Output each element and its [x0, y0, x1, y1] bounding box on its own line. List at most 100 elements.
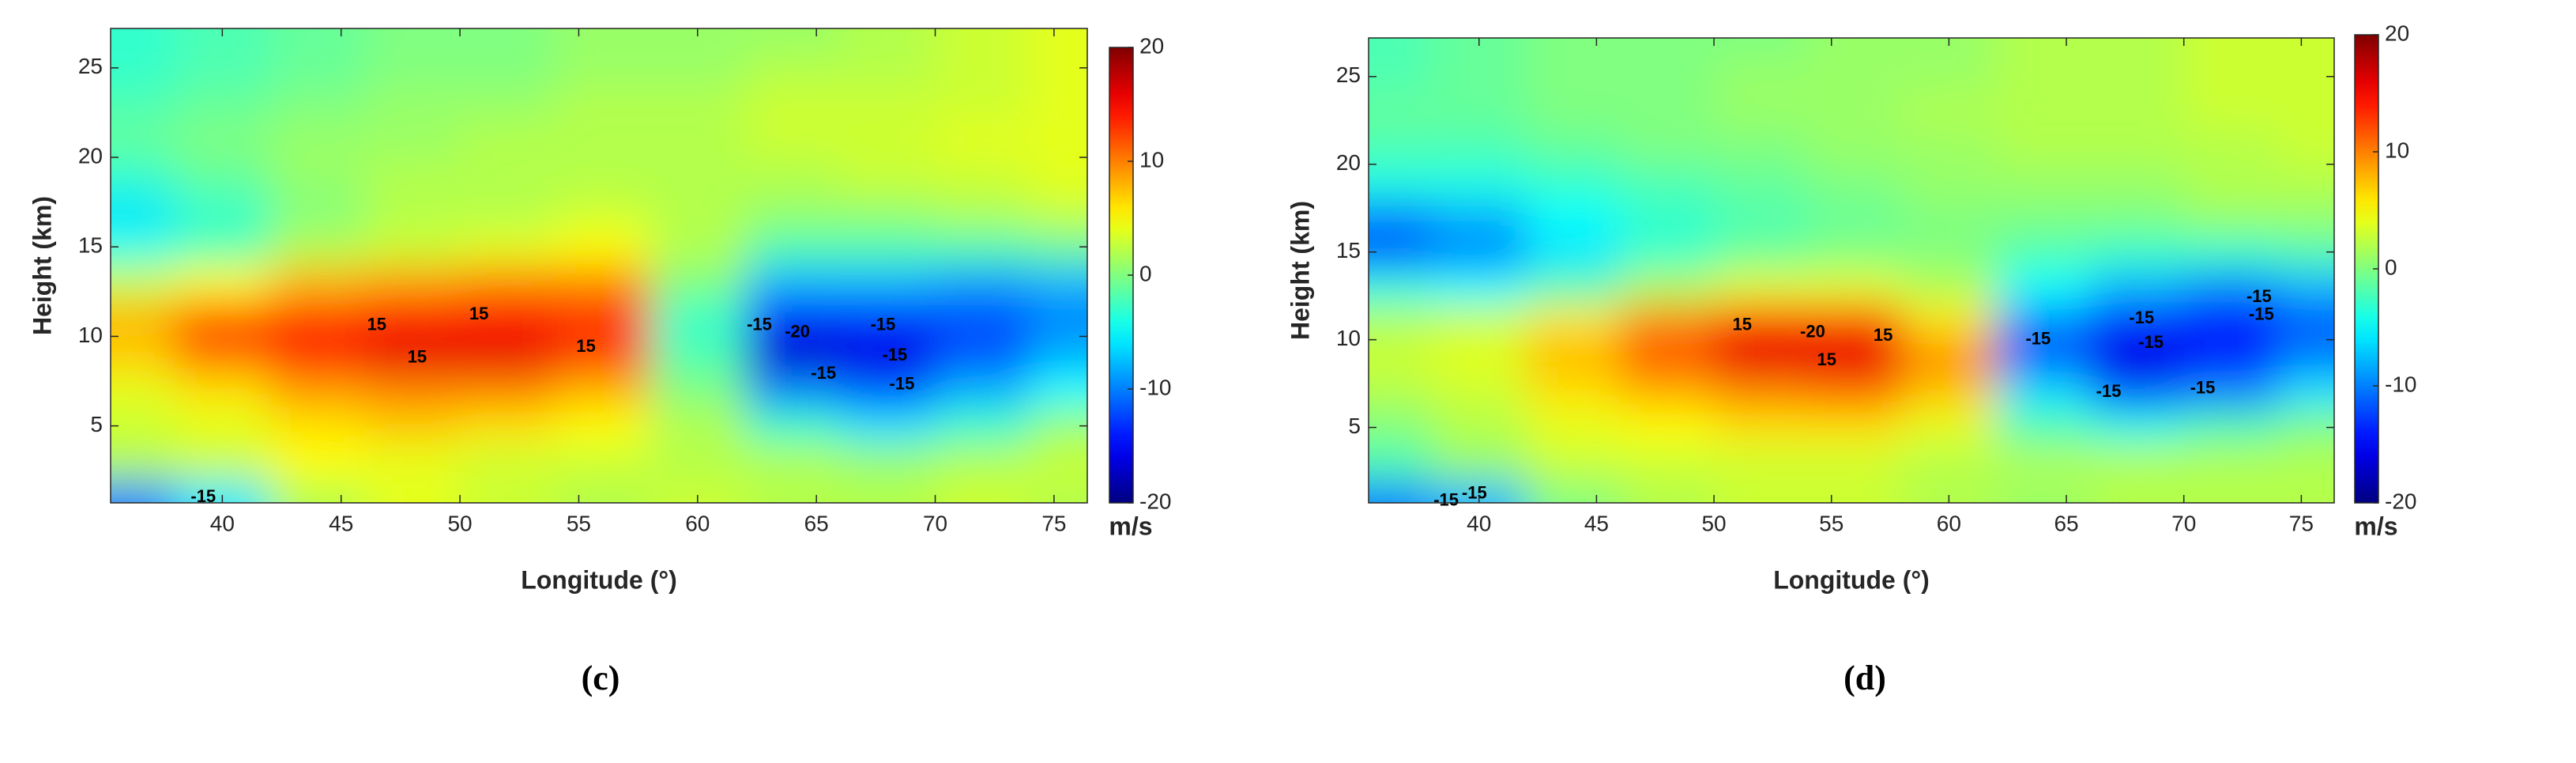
heatmap-cell — [1620, 59, 1715, 96]
contour-label: -15 — [2129, 308, 2154, 327]
heatmap-cell — [2089, 164, 2185, 201]
heatmap-cell — [2183, 234, 2279, 270]
heatmap-cell — [1526, 304, 1621, 341]
colorbar-tick-label: 10 — [1139, 147, 1164, 172]
contour-label: -15 — [2190, 378, 2216, 398]
heatmap-cell — [2183, 129, 2279, 165]
heatmap-cell — [555, 50, 651, 87]
heatmap-cell — [840, 229, 936, 266]
heatmap-cell — [1901, 444, 1997, 482]
heatmap-cell — [269, 121, 366, 159]
heatmap-cell — [1432, 339, 1527, 376]
y-tick-label: 5 — [90, 412, 103, 436]
heatmap-cell — [1526, 94, 1621, 130]
heatmap-cell — [269, 444, 366, 481]
heatmap-cell — [1432, 444, 1527, 482]
heatmap-cell — [840, 300, 936, 338]
heatmap-cell — [1807, 410, 1903, 446]
heatmap-cell — [650, 300, 746, 338]
heatmap-cell — [1714, 164, 1809, 201]
heatmap-cell — [1369, 59, 1433, 96]
contour-label: -15 — [2249, 304, 2274, 323]
heatmap-cell — [2183, 304, 2279, 341]
heatmap-cell — [460, 85, 556, 123]
heatmap-cell — [1807, 269, 1903, 306]
contour-label: 15 — [576, 336, 595, 356]
heatmap-cell — [269, 408, 366, 445]
plot-frame — [1368, 37, 2335, 504]
heatmap-cell — [840, 121, 936, 159]
heatmap-cell — [840, 372, 936, 409]
heatmap-cell — [1030, 479, 1087, 503]
heatmap-cell — [555, 121, 651, 159]
x-tick-label: 75 — [1041, 511, 1066, 535]
heatmap-cell — [935, 85, 1031, 123]
x-tick-label: 65 — [804, 511, 829, 535]
heatmap-cell — [1432, 199, 1527, 236]
heatmap-cell — [935, 193, 1031, 230]
heatmap-cell — [840, 50, 936, 87]
heatmap-cell — [2089, 129, 2185, 165]
plot-area — [1369, 38, 2334, 503]
colorbar-tick-label: 20 — [1139, 33, 1164, 58]
colorbar-tick-label: 0 — [1139, 261, 1152, 285]
heatmap-cell — [1807, 38, 1903, 60]
x-tick-label: 45 — [329, 511, 353, 535]
heatmap-cell — [1620, 444, 1715, 482]
heatmap-cell — [2183, 38, 2279, 60]
heatmap-cell — [364, 157, 461, 195]
heatmap-cell — [460, 336, 556, 373]
heatmap-cell — [1714, 129, 1809, 165]
heatmap-cell — [1526, 375, 1621, 411]
heatmap-cell — [555, 336, 651, 373]
heatmap-cell — [1369, 164, 1433, 201]
heatmap-cell — [2277, 59, 2334, 96]
colorbar-tick-label: 0 — [2385, 255, 2397, 279]
contour-label: -15 — [870, 315, 895, 334]
x-tick-label: 70 — [2171, 511, 2196, 535]
heatmap-cell — [1369, 410, 1433, 446]
heatmap-cell — [1807, 164, 1903, 201]
heatmap-cell — [1620, 375, 1715, 411]
x-tick-label: 55 — [567, 511, 591, 535]
y-tick-label: 10 — [78, 323, 103, 347]
heatmap-cell — [555, 193, 651, 230]
heatmap-cell — [2183, 164, 2279, 201]
heatmap-cell — [1369, 38, 1433, 60]
contour-label: 15 — [469, 304, 488, 323]
heatmap-cell — [364, 479, 461, 503]
heatmap-cell — [2183, 444, 2279, 482]
colorbar-tick-label: -10 — [2385, 372, 2416, 396]
heatmap-cell — [1369, 480, 1433, 503]
heatmap-cell — [935, 300, 1031, 338]
heatmap-cell — [2277, 375, 2334, 411]
heatmap-cell — [1714, 444, 1809, 482]
heatmap-cell — [460, 121, 556, 159]
colorbar-tick-label: -20 — [1139, 489, 1171, 513]
heatmap-cell — [1030, 300, 1087, 338]
contour-label: -15 — [1433, 490, 1459, 510]
heatmap-cell — [2089, 269, 2185, 306]
heatmap-cell — [1714, 94, 1809, 130]
heatmap-cell — [555, 479, 651, 503]
heatmap-cell — [1369, 129, 1433, 165]
heatmap-cell — [364, 264, 461, 302]
heatmap-cell — [935, 264, 1031, 302]
heatmap-cell — [744, 193, 842, 230]
heatmap-cell — [1432, 129, 1527, 165]
heatmap-cell — [1620, 269, 1715, 306]
x-tick-label: 50 — [1701, 511, 1726, 535]
heatmap-cell — [1369, 339, 1433, 376]
heatmap-cell — [650, 336, 746, 373]
heatmap-cell — [460, 372, 556, 409]
heatmap-cell — [364, 408, 461, 445]
heatmap-cell — [935, 28, 1031, 51]
heatmap — [1369, 38, 2334, 503]
heatmap-cell — [1526, 59, 1621, 96]
heatmap-cell — [2277, 234, 2334, 270]
heatmap-cell — [1901, 410, 1997, 446]
heatmap-cell — [1714, 59, 1809, 96]
heatmap-cell — [111, 372, 176, 409]
heatmap-cell — [2089, 410, 2185, 446]
heatmap-cell — [364, 336, 461, 373]
